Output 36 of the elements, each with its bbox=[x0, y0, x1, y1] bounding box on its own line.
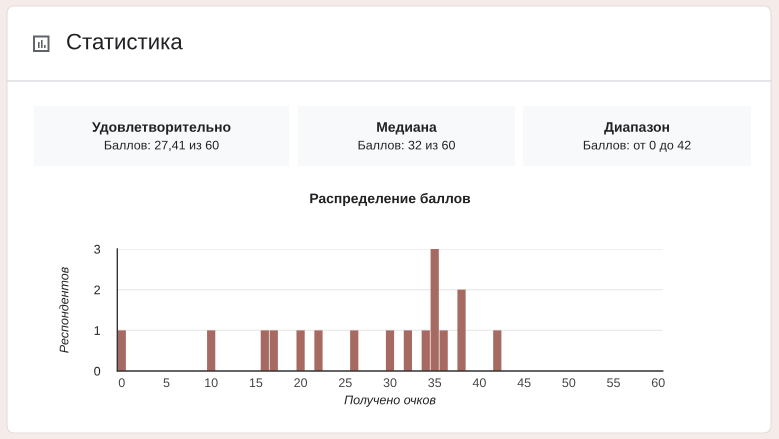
bar bbox=[350, 330, 358, 371]
y-tick-label: 2 bbox=[94, 285, 100, 294]
text: Медиана bbox=[377, 122, 437, 135]
bar bbox=[296, 330, 305, 371]
x-tick-label: 5 bbox=[164, 378, 170, 388]
x-tick-label: 20 bbox=[294, 378, 308, 388]
y-axis-title: Респондентов bbox=[59, 267, 68, 353]
x-tick-label: 60 bbox=[652, 378, 665, 388]
x-tick-label: 50 bbox=[562, 378, 576, 388]
y-tick-label: 0 bbox=[94, 366, 100, 376]
chart-title: Распределение баллов bbox=[310, 192, 470, 206]
x-tick-label: 15 bbox=[250, 378, 262, 388]
x-tick-label: 55 bbox=[607, 378, 620, 388]
text: Баллов: 32 из 60 bbox=[358, 140, 455, 150]
text: Диапазон bbox=[604, 122, 669, 135]
bar bbox=[404, 330, 412, 371]
bar bbox=[118, 330, 126, 371]
x-tick-label: 25 bbox=[338, 378, 352, 388]
x-tick-label: 30 bbox=[384, 378, 396, 388]
x-tick-label: 0 bbox=[118, 378, 125, 388]
bar bbox=[207, 330, 216, 371]
y-tick-label: 1 bbox=[94, 326, 100, 335]
y-tick-label: 3 bbox=[94, 244, 100, 254]
text: Удовлетворительно bbox=[92, 122, 230, 135]
x-tick-label: 40 bbox=[472, 378, 486, 388]
bar bbox=[457, 290, 466, 371]
bar bbox=[314, 330, 323, 371]
x-axis-title: Получено очков bbox=[344, 396, 436, 407]
text: Баллов: от 0 до 42 bbox=[584, 140, 691, 152]
text: Статистика bbox=[67, 34, 183, 50]
text: Баллов: 27,41 из 60 bbox=[104, 140, 219, 152]
x-tick-label: 10 bbox=[205, 378, 218, 388]
bar bbox=[493, 330, 502, 371]
bar bbox=[386, 330, 394, 371]
x-tick-label: 45 bbox=[517, 378, 531, 388]
x-tick-label: 35 bbox=[428, 378, 442, 388]
